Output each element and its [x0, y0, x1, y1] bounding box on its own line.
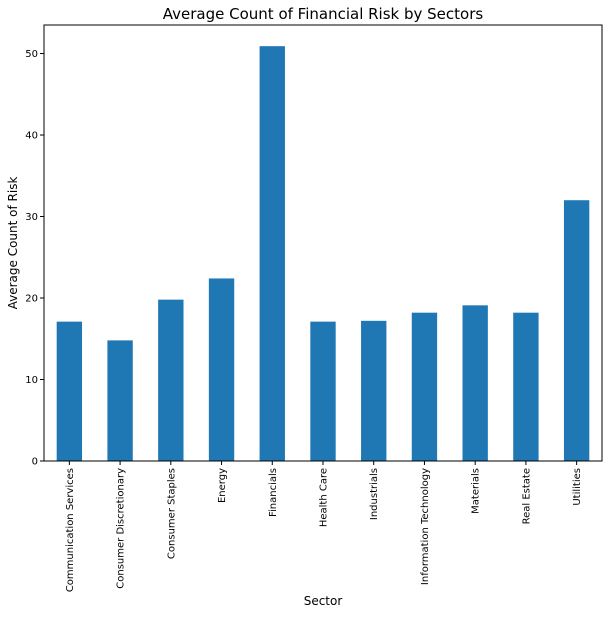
bar-real-estate	[513, 312, 539, 461]
x-tick-label: Materials	[471, 468, 482, 514]
y-tick-label: 20	[25, 294, 38, 305]
bar-consumer-staples	[158, 299, 184, 461]
y-axis-title: Average Count of Risk	[6, 177, 20, 310]
x-axis: Communication Services Consumer Discretio…	[65, 461, 583, 592]
x-tick-label: Health Care	[319, 468, 330, 527]
x-tick-label: Information Technology	[420, 468, 431, 585]
y-tick-label: 0	[32, 457, 38, 468]
chart-title: Average Count of Financial Risk by Secto…	[163, 5, 484, 23]
bar-financials	[259, 46, 285, 461]
y-tick-label: 30	[25, 212, 38, 223]
bar-utilities	[563, 200, 590, 461]
bars-group	[56, 46, 590, 461]
x-axis-title: Sector	[304, 594, 343, 608]
x-tick-label: Utilities	[572, 468, 583, 506]
x-tick-label: Consumer Staples	[166, 468, 177, 559]
bar-consumer-discretionary	[107, 340, 133, 461]
bar-communication-services	[56, 321, 83, 461]
bar-health-care	[310, 321, 336, 461]
x-tick-label: Consumer Discretionary	[116, 468, 127, 589]
y-tick-label: 40	[25, 131, 38, 142]
x-tick-label: Financials	[268, 468, 279, 517]
x-tick-label: Communication Services	[65, 468, 76, 592]
bar-materials	[462, 305, 488, 461]
y-axis: 0 10 20 30 40 50	[25, 49, 44, 468]
y-tick-label: 10	[25, 375, 38, 386]
bar-industrials	[361, 320, 387, 461]
bar-information-technology	[411, 312, 438, 461]
y-tick-label: 50	[25, 49, 38, 60]
x-tick-label: Energy	[217, 468, 228, 503]
bar-energy	[208, 278, 235, 461]
x-tick-label: Industrials	[369, 468, 380, 520]
x-tick-label: Real Estate	[521, 468, 532, 524]
